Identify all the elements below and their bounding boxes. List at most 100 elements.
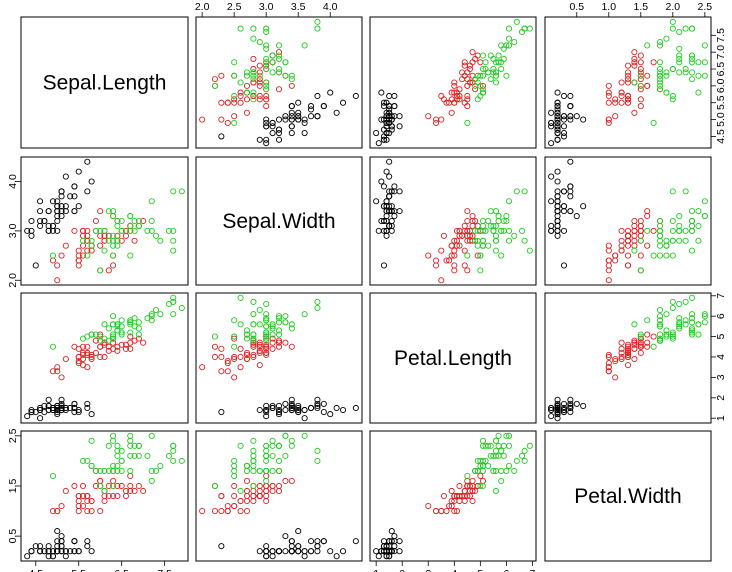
point-series-0 (54, 402, 61, 409)
point-series-2 (503, 213, 510, 220)
point-series-0 (573, 213, 580, 220)
point-series-2 (105, 467, 112, 474)
point-series-1 (605, 267, 612, 274)
point-series-2 (135, 442, 142, 449)
point-series-0 (88, 411, 95, 418)
point-series-2 (663, 333, 670, 340)
tick-label: 2.0 (195, 1, 210, 13)
point-series-0 (67, 404, 74, 412)
point-series-2 (314, 304, 321, 312)
point-series-0 (288, 109, 295, 116)
point-series-1 (461, 222, 468, 229)
point-series-1 (122, 487, 130, 495)
point-series-2 (263, 457, 270, 464)
point-series-0 (567, 183, 574, 190)
point-series-2 (282, 452, 289, 459)
point-series-0 (288, 116, 295, 123)
point-series-0 (45, 396, 52, 403)
point-series-0 (554, 106, 561, 113)
point-series-2 (250, 331, 257, 338)
point-series-1 (618, 345, 625, 352)
point-series-0 (288, 548, 295, 555)
point-series-0 (307, 548, 315, 555)
point-series-1 (456, 92, 463, 100)
point-series-1 (618, 242, 625, 249)
point-series-0 (383, 129, 390, 137)
point-series-2 (676, 325, 683, 332)
point-series-1 (231, 99, 238, 106)
point-series-1 (451, 237, 458, 244)
point-series-2 (656, 72, 664, 79)
point-series-2 (676, 319, 683, 326)
point-series-0 (567, 402, 574, 409)
point-series-0 (567, 404, 574, 412)
point-series-2 (269, 321, 276, 328)
panel-frame (369, 16, 537, 149)
point-series-1 (624, 252, 632, 259)
point-series-2 (288, 76, 295, 83)
point-series-2 (464, 252, 471, 259)
point-series-2 (275, 442, 283, 449)
point-series-0 (263, 553, 270, 560)
point-series-1 (644, 343, 651, 350)
point-series-0 (37, 222, 44, 229)
point-series-1 (624, 343, 632, 350)
point-series-2 (256, 321, 263, 328)
point-series-2 (485, 217, 492, 225)
point-series-0 (560, 262, 568, 269)
point-series-1 (440, 492, 447, 500)
point-series-2 (521, 237, 528, 244)
point-series-2 (492, 437, 500, 444)
point-series-2 (676, 59, 683, 66)
point-series-0 (375, 227, 382, 234)
point-series-2 (105, 325, 112, 332)
tick-label: 2.5 (227, 1, 242, 13)
point-series-0 (282, 548, 289, 555)
point-series-0 (567, 400, 574, 407)
point-series-2 (682, 25, 689, 32)
point-series-0 (288, 406, 295, 414)
point-series-2 (170, 188, 177, 195)
point-series-1 (631, 232, 638, 239)
point-series-0 (37, 198, 44, 205)
point-series-1 (453, 492, 460, 500)
point-series-2 (170, 237, 177, 244)
point-series-2 (118, 457, 125, 464)
point-series-2 (49, 343, 57, 350)
tick-label: 4.0 (323, 1, 338, 13)
point-series-1 (275, 337, 283, 344)
point-series-0 (333, 404, 340, 412)
point-series-1 (618, 227, 625, 234)
point-series-2 (152, 232, 160, 239)
point-series-1 (243, 351, 251, 358)
point-series-1 (631, 227, 638, 234)
point-series-1 (469, 477, 476, 485)
point-series-1 (256, 69, 263, 76)
point-series-1 (218, 345, 225, 352)
point-series-1 (256, 339, 263, 346)
point-series-1 (97, 353, 104, 361)
point-series-0 (380, 538, 388, 545)
point-series-2 (84, 252, 91, 259)
point-series-1 (618, 247, 625, 254)
tick-label: 3.0 (7, 223, 19, 238)
point-series-1 (263, 487, 270, 495)
point-series-2 (500, 452, 507, 459)
point-series-2 (695, 331, 702, 338)
point-series-2 (118, 227, 125, 234)
point-series-2 (688, 329, 696, 336)
point-series-2 (513, 18, 520, 25)
point-series-2 (631, 247, 638, 254)
point-series-2 (131, 442, 138, 449)
point-series-2 (92, 467, 99, 474)
point-series-2 (110, 208, 117, 215)
point-series-0 (41, 402, 48, 409)
point-series-2 (631, 321, 638, 328)
point-series-1 (612, 374, 619, 381)
point-series-0 (275, 136, 283, 143)
point-series-1 (472, 217, 479, 225)
point-series-0 (386, 173, 393, 180)
point-series-2 (656, 227, 664, 234)
point-series-2 (118, 217, 125, 225)
tick-label: 4 (715, 354, 727, 360)
